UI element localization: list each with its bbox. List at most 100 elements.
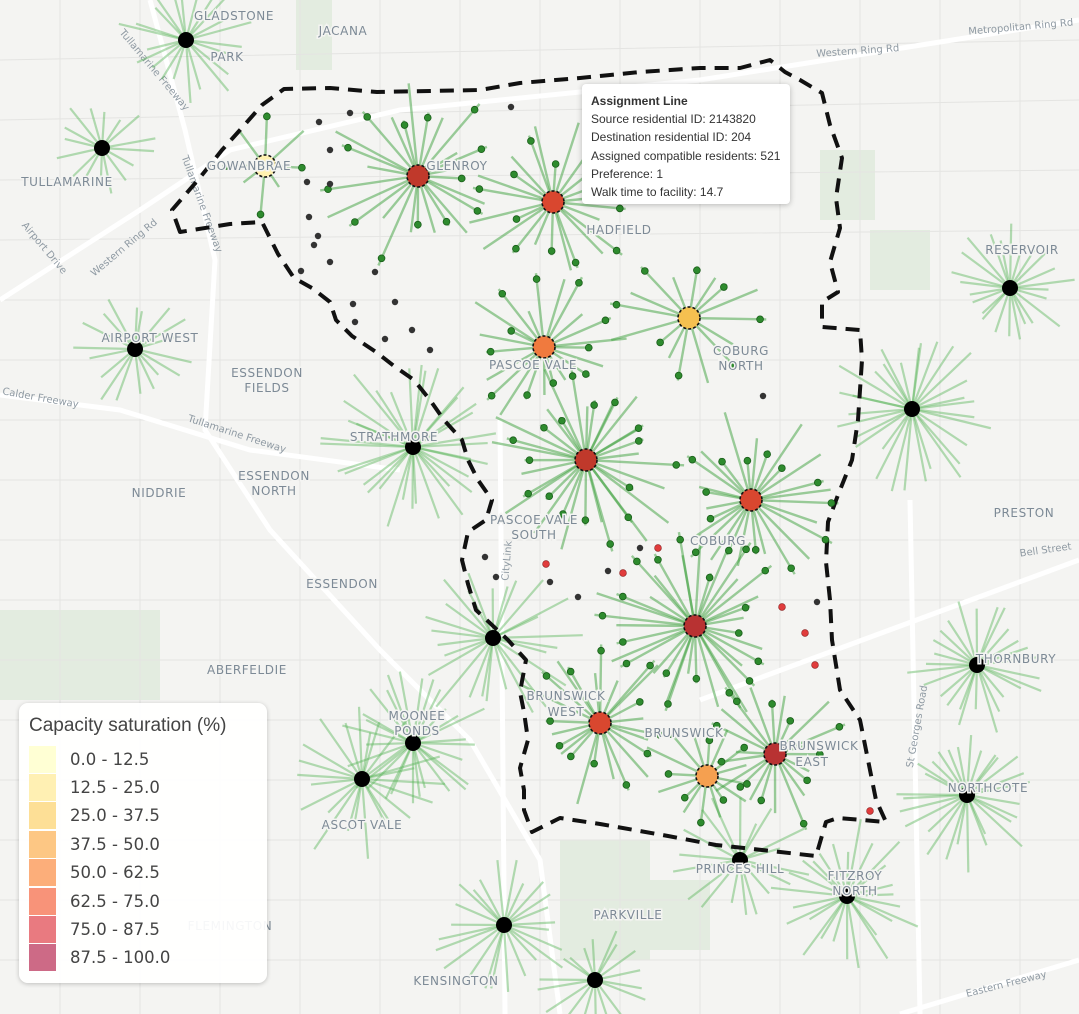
- resident-point-assigned[interactable]: [717, 757, 726, 766]
- resident-point-unassigned[interactable]: [326, 180, 334, 188]
- resident-point-assigned[interactable]: [756, 315, 764, 324]
- resident-point-unassigned[interactable]: [546, 578, 554, 586]
- facility-outside[interactable]: [969, 657, 985, 673]
- resident-point-assigned[interactable]: [787, 564, 795, 573]
- resident-point-assigned[interactable]: [525, 456, 534, 464]
- resident-point-unassigned[interactable]: [305, 213, 313, 221]
- assignment-line[interactable]: [499, 346, 546, 416]
- facility-inside[interactable]: [677, 306, 701, 330]
- resident-point-assigned[interactable]: [512, 215, 521, 223]
- facility-outside[interactable]: [354, 771, 370, 787]
- resident-point-assigned[interactable]: [646, 661, 654, 670]
- assignment-line[interactable]: [585, 459, 670, 524]
- resident-point-assigned[interactable]: [733, 697, 741, 706]
- assignment-line[interactable]: [694, 564, 773, 627]
- assignment-line[interactable]: [693, 625, 720, 708]
- assignment-line[interactable]: [750, 453, 822, 502]
- resident-point-unassigned[interactable]: [492, 573, 500, 581]
- assignment-line[interactable]: [750, 498, 833, 545]
- assignment-line[interactable]: [377, 175, 420, 266]
- resident-point-assigned[interactable]: [532, 275, 541, 283]
- resident-point-assigned[interactable]: [558, 416, 566, 425]
- assignment-line[interactable]: [552, 201, 623, 256]
- resident-point-unassigned[interactable]: [349, 300, 357, 308]
- assignment-line[interactable]: [335, 130, 419, 178]
- assignment-line[interactable]: [749, 499, 796, 575]
- resident-point-assigned[interactable]: [664, 700, 672, 708]
- resident-point-assigned[interactable]: [619, 638, 627, 646]
- resident-point-assigned[interactable]: [606, 540, 614, 548]
- assignment-line[interactable]: [585, 458, 685, 467]
- assignment-line[interactable]: [542, 278, 566, 348]
- facility-inside[interactable]: [763, 742, 787, 766]
- facility-inside[interactable]: [532, 335, 556, 359]
- resident-point-assigned[interactable]: [821, 535, 830, 544]
- assignment-line[interactable]: [497, 288, 545, 348]
- resident-point-assigned[interactable]: [566, 667, 575, 676]
- assignment-line[interactable]: [472, 186, 554, 204]
- resident-point-assigned[interactable]: [584, 343, 593, 352]
- facility-outside[interactable]: [1002, 280, 1018, 296]
- assignment-line[interactable]: [694, 541, 752, 627]
- resident-point-assigned[interactable]: [611, 398, 619, 407]
- resident-point-assigned[interactable]: [601, 316, 610, 325]
- resident-point-assigned[interactable]: [487, 391, 496, 400]
- resident-point-unassigned[interactable]: [326, 258, 334, 266]
- resident-point-assigned[interactable]: [734, 629, 743, 637]
- assignment-line[interactable]: [688, 316, 767, 321]
- resident-point-assigned[interactable]: [688, 455, 697, 464]
- resident-point-unassigned[interactable]: [507, 103, 515, 111]
- resident-point-unassigned[interactable]: [326, 146, 334, 154]
- assignment-line[interactable]: [585, 395, 638, 461]
- resident-point-assigned[interactable]: [256, 210, 265, 219]
- assignment-line[interactable]: [417, 103, 481, 177]
- resident-point-assigned[interactable]: [743, 456, 752, 465]
- facility-inside[interactable]: [253, 154, 277, 178]
- resident-point-assigned[interactable]: [582, 370, 590, 378]
- resident-point-assigned[interactable]: [510, 170, 518, 179]
- resident-point-assigned[interactable]: [741, 603, 750, 612]
- resident-point-assigned[interactable]: [551, 160, 560, 168]
- facility-outside[interactable]: [959, 787, 975, 803]
- resident-point-assigned[interactable]: [351, 218, 359, 226]
- resident-point-assigned[interactable]: [475, 185, 484, 193]
- resident-point-unassigned[interactable]: [303, 178, 311, 186]
- resident-point-assigned[interactable]: [712, 721, 721, 730]
- resident-point-assigned[interactable]: [612, 300, 621, 309]
- resident-point-unassigned[interactable]: [574, 593, 582, 601]
- resident-point-assigned[interactable]: [740, 743, 748, 752]
- resident-point-assigned[interactable]: [547, 247, 556, 255]
- resident-point-assigned[interactable]: [697, 818, 705, 827]
- resident-point-assigned[interactable]: [654, 555, 662, 564]
- resident-point-assigned[interactable]: [728, 360, 737, 369]
- assignment-line[interactable]: [585, 458, 665, 490]
- assignment-line[interactable]: [495, 416, 587, 462]
- assignment-line[interactable]: [750, 498, 818, 524]
- resident-point-assigned[interactable]: [643, 749, 652, 758]
- resident-point-unassigned[interactable]: [481, 553, 489, 561]
- assignment-line[interactable]: [693, 625, 742, 709]
- resident-point-assigned[interactable]: [549, 379, 558, 387]
- assignment-line[interactable]: [750, 498, 839, 505]
- resident-point-assigned[interactable]: [786, 717, 795, 725]
- assignment-line[interactable]: [711, 722, 776, 756]
- assignment-line[interactable]: [491, 441, 587, 462]
- resident-point-assigned[interactable]: [555, 741, 564, 750]
- resident-point-assigned[interactable]: [344, 143, 352, 152]
- facility-inside[interactable]: [695, 764, 719, 788]
- resident-point-overflow[interactable]: [619, 569, 627, 577]
- resident-point-assigned[interactable]: [400, 121, 409, 129]
- resident-point-assigned[interactable]: [745, 677, 754, 685]
- resident-point-assigned[interactable]: [743, 780, 751, 788]
- assignment-line[interactable]: [361, 110, 419, 177]
- facility-points[interactable]: [94, 32, 1018, 988]
- facility-outside[interactable]: [405, 735, 421, 751]
- assignment-line[interactable]: [750, 488, 831, 502]
- resident-point-assigned[interactable]: [575, 279, 583, 287]
- assignment-line[interactable]: [533, 126, 555, 203]
- resident-point-assigned[interactable]: [486, 347, 495, 356]
- resident-point-assigned[interactable]: [542, 672, 551, 680]
- resident-point-assigned[interactable]: [546, 717, 554, 725]
- assignment-line[interactable]: [611, 624, 696, 663]
- facility-outside[interactable]: [127, 341, 143, 357]
